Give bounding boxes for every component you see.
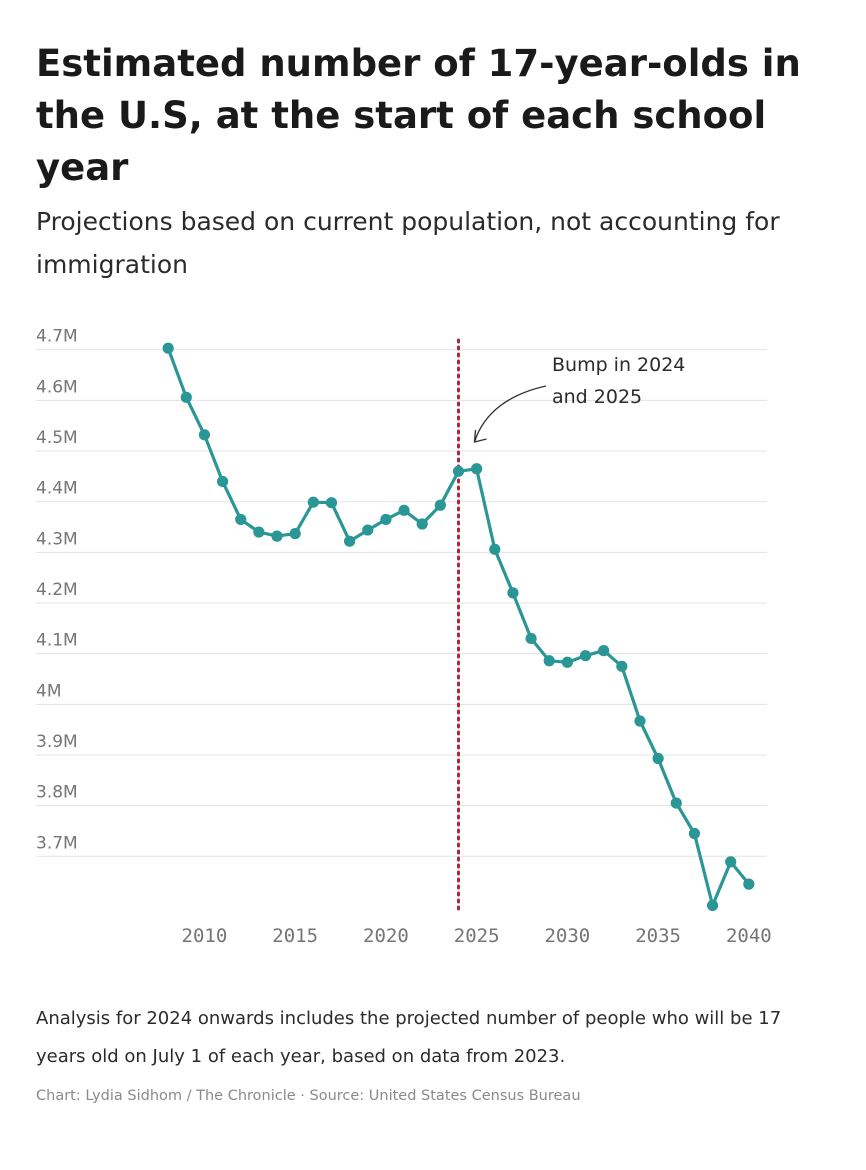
annotation-line-2: and 2025 — [552, 386, 642, 408]
data-point-2031 — [579, 650, 592, 662]
data-point-2026 — [489, 543, 501, 555]
data-point-2014 — [271, 530, 283, 542]
data-point-2010 — [198, 429, 211, 441]
data-point-2017 — [325, 497, 338, 509]
series-group — [162, 342, 755, 912]
source-credit: Chart: Lydia Sidhom / The Chronicle · So… — [36, 1088, 581, 1104]
y-tick-label-1: 4.6M — [36, 377, 78, 397]
data-point-2040 — [743, 878, 755, 890]
annotation-arrow-line — [473, 385, 547, 443]
x-tick-label-3: 2025 — [454, 925, 500, 947]
y-tick-label-9: 3.8M — [36, 783, 78, 803]
y-tick-label-5: 4.2M — [36, 580, 78, 600]
data-point-2023 — [434, 499, 446, 511]
data-point-2032 — [598, 645, 610, 657]
data-point-2011 — [216, 475, 229, 488]
data-point-2030 — [561, 656, 573, 668]
y-axis-tick-labels: 4.7M 4.6M 4.5M 4.4M 4.3M 4.2M 4.1M 4M 3.9M 3.8M 3.… — [36, 327, 78, 854]
y-tick-label-6: 4.1M — [36, 631, 78, 651]
x-tick-label-6: 2040 — [726, 925, 772, 947]
data-point-2028 — [525, 632, 537, 645]
x-axis-tick-labels: 2010 2015 2020 2025 2030 2035 2040 — [182, 925, 772, 947]
data-point-2036 — [670, 797, 682, 809]
data-point-2025 — [471, 463, 483, 475]
data-point-2033 — [616, 660, 628, 672]
data-point-2008 — [162, 342, 174, 354]
data-point-2009 — [180, 391, 192, 403]
y-tick-label-2: 4.5M — [36, 428, 78, 448]
annotation-line-1: Bump in 2024 — [552, 354, 685, 376]
annotation-arrow-head — [473, 429, 487, 443]
data-point-2022 — [416, 518, 428, 530]
y-tick-label-3: 4.4M — [36, 479, 78, 499]
chart-title: Estimated number of 17-year-olds in the … — [36, 42, 801, 189]
x-tick-label-0: 2010 — [182, 925, 228, 947]
data-point-2019 — [362, 524, 374, 536]
data-point-2015 — [289, 528, 301, 540]
x-tick-label-5: 2035 — [635, 925, 681, 947]
y-tick-label-10: 3.7M — [36, 833, 78, 853]
y-tick-label-4: 4.3M — [36, 529, 78, 549]
y-tick-label-7: 4M — [36, 681, 61, 701]
data-point-2012 — [235, 513, 247, 526]
y-tick-label-8: 3.9M — [36, 732, 78, 752]
x-tick-label-4: 2030 — [544, 925, 590, 947]
x-tick-label-2: 2020 — [363, 925, 409, 947]
data-point-2038 — [706, 899, 719, 912]
footnote: Analysis for 2024 onwards includes the p… — [36, 1008, 782, 1067]
gridlines — [36, 349, 767, 857]
data-point-2013 — [253, 526, 265, 538]
data-point-2039 — [725, 856, 737, 868]
data-point-2024 — [452, 465, 465, 477]
data-point-2029 — [543, 655, 555, 667]
y-tick-label-0: 4.7M — [36, 327, 78, 347]
data-point-2020 — [380, 513, 392, 526]
data-point-2027 — [507, 587, 519, 599]
data-point-2035 — [652, 752, 664, 765]
x-tick-label-1: 2015 — [272, 925, 318, 947]
data-point-2034 — [634, 715, 646, 727]
chart-subtitle: Projections based on current population,… — [36, 207, 780, 279]
annotation-group: Bump in 2024 and 2025 — [473, 354, 685, 443]
data-point-2037 — [688, 827, 701, 840]
data-point-2016 — [307, 496, 319, 508]
data-point-2021 — [398, 504, 410, 516]
data-point-2018 — [344, 535, 356, 547]
